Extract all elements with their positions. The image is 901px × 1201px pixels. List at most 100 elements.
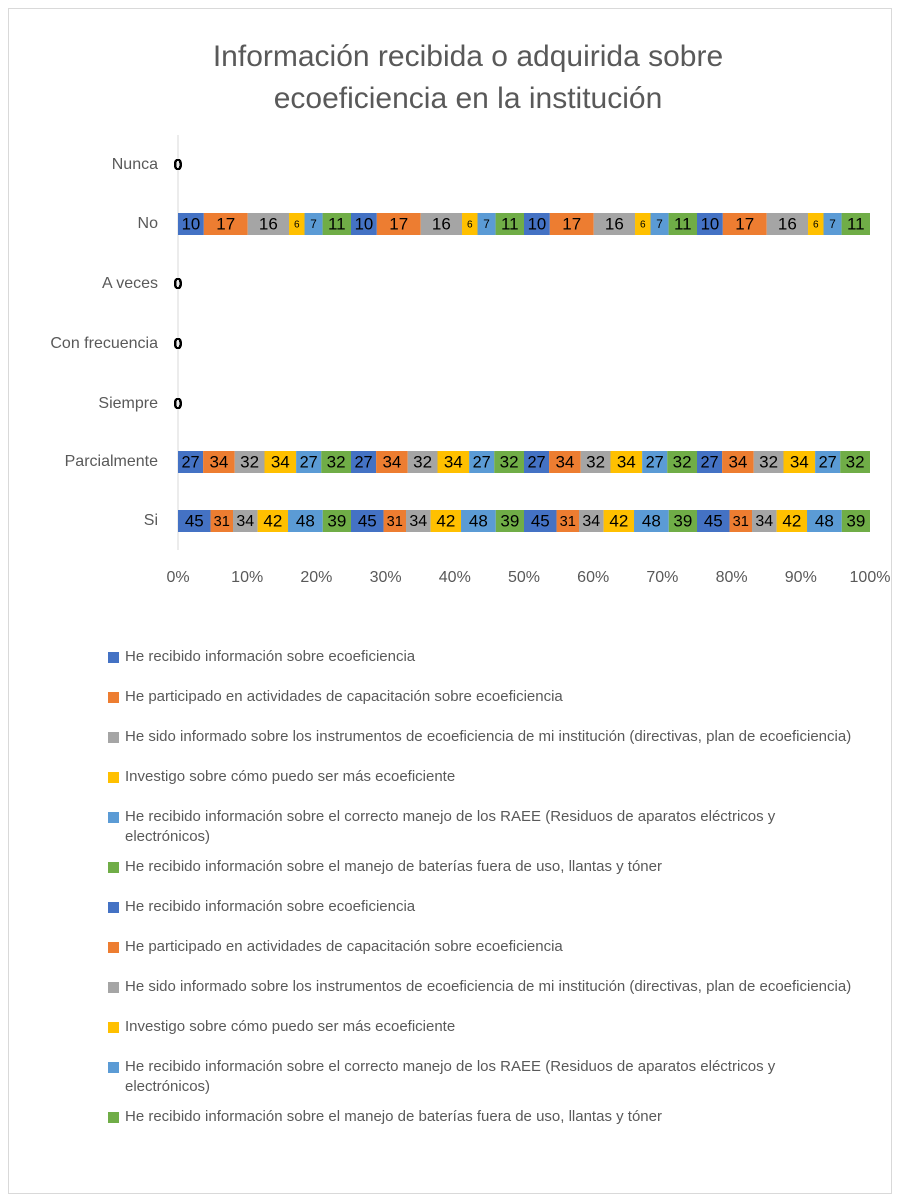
- data-label: 34: [409, 513, 427, 530]
- data-label: 0: [174, 157, 183, 174]
- legend-label: He recibido información sobre el manejo …: [125, 1108, 662, 1125]
- legend-swatch: [108, 772, 119, 783]
- data-label: 0: [174, 276, 183, 293]
- legend-label: Investigo sobre cómo puedo ser más ecoef…: [125, 768, 456, 785]
- data-label: 34: [790, 452, 809, 471]
- data-label: 0: [174, 157, 183, 174]
- data-label: 0: [174, 396, 183, 413]
- data-label: 45: [185, 511, 204, 530]
- data-label: 0: [174, 336, 183, 353]
- data-label: 34: [271, 452, 290, 471]
- data-label: 0: [174, 396, 183, 413]
- data-label: 16: [259, 214, 278, 233]
- bar-segment: [407, 451, 438, 473]
- data-label: 6: [467, 220, 473, 231]
- data-label: 34: [617, 452, 636, 471]
- data-label: 39: [846, 511, 865, 530]
- data-label: 0: [174, 396, 183, 413]
- data-label: 0: [174, 276, 183, 293]
- data-label: 0: [174, 396, 183, 413]
- data-label: 0: [174, 396, 183, 413]
- data-label: 0: [174, 336, 183, 353]
- data-label: 17: [562, 214, 581, 233]
- data-label: 27: [527, 453, 545, 471]
- bar-segment: [304, 213, 323, 235]
- data-label: 32: [413, 452, 432, 471]
- bar-segment: [524, 451, 550, 473]
- data-label: 0: [174, 396, 183, 413]
- data-label: 39: [673, 511, 692, 530]
- data-label: 27: [181, 453, 199, 471]
- data-label: 0: [174, 157, 183, 174]
- data-label: 0: [174, 157, 183, 174]
- legend-swatch: [108, 862, 119, 873]
- bar-segment: [376, 451, 408, 473]
- data-label: 0: [174, 157, 183, 174]
- data-label: 32: [586, 452, 605, 471]
- bar-segment: [593, 213, 636, 235]
- bar-segment: [234, 451, 265, 473]
- data-label: 0: [174, 157, 183, 174]
- data-label: 6: [294, 220, 300, 231]
- legend-entry: He sido informado sobre los instrumentos…: [108, 977, 858, 1017]
- legend-swatch: [108, 812, 119, 823]
- data-label: 0: [174, 396, 183, 413]
- data-label: 45: [531, 511, 550, 530]
- bar-segment: [351, 451, 377, 473]
- legend: He recibido información sobre ecoeficien…: [108, 647, 858, 1147]
- data-label: 0: [174, 336, 183, 353]
- data-label: 11: [328, 214, 346, 233]
- legend-swatch: [108, 1112, 119, 1123]
- bar-segment: [603, 510, 635, 532]
- data-label: 27: [700, 453, 718, 471]
- data-label: 0: [174, 157, 183, 174]
- x-tick-label: 40%: [439, 569, 471, 586]
- bar-segment: [288, 510, 323, 532]
- bar-segment: [430, 510, 462, 532]
- data-label: 0: [174, 276, 183, 293]
- bar-segment: [668, 213, 697, 235]
- data-label: 0: [174, 336, 183, 353]
- data-label: 0: [174, 396, 183, 413]
- x-tick-label: 60%: [577, 569, 609, 586]
- bar-segment: [697, 510, 730, 532]
- bar-segment: [729, 510, 753, 532]
- bar-segment: [556, 510, 580, 532]
- legend-label: He recibido información sobre ecoeficien…: [125, 648, 416, 665]
- data-label: 0: [174, 276, 183, 293]
- legend-label: He recibido información sobre el manejo …: [125, 858, 662, 875]
- data-label: 7: [829, 218, 836, 231]
- y-tick-label: Siempre: [98, 395, 158, 412]
- data-label: 0: [174, 396, 183, 413]
- data-label: 0: [174, 157, 183, 174]
- data-label: 42: [263, 511, 282, 530]
- bar-segment: [376, 213, 421, 235]
- bar-segment: [322, 510, 351, 532]
- legend-entry: He participado en actividades de capacit…: [108, 937, 858, 977]
- data-label: 0: [174, 396, 183, 413]
- bar-segment: [808, 213, 824, 235]
- data-label: 0: [174, 276, 183, 293]
- bar-segment: [210, 510, 234, 532]
- data-label: 0: [174, 276, 183, 293]
- data-label: 0: [174, 276, 183, 293]
- bar-segment: [815, 451, 841, 473]
- data-label: 31: [387, 514, 403, 530]
- data-label: 17: [216, 214, 235, 233]
- data-label: 0: [174, 396, 183, 413]
- data-label: 6: [813, 220, 819, 231]
- data-label: 0: [174, 396, 183, 413]
- legend-entry: He recibido información sobre ecoeficien…: [108, 647, 858, 687]
- data-label: 0: [174, 276, 183, 293]
- data-label: 11: [847, 214, 865, 233]
- data-label: 45: [358, 511, 377, 530]
- bar-segment: [841, 510, 870, 532]
- bar-segment: [494, 451, 524, 473]
- data-label: 0: [174, 336, 183, 353]
- data-label: 0: [174, 336, 183, 353]
- data-label: 0: [174, 276, 183, 293]
- data-label: 0: [174, 157, 183, 174]
- bar-segment: [264, 451, 297, 473]
- bar-segment: [642, 451, 668, 473]
- data-label: 34: [236, 513, 254, 530]
